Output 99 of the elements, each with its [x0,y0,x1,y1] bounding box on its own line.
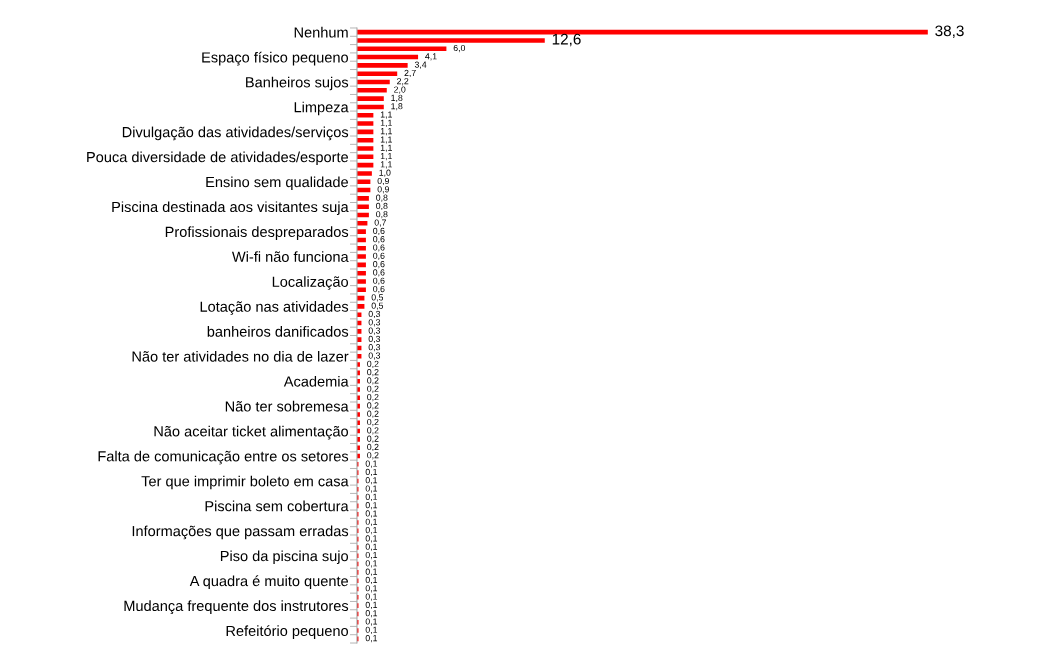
data-label: 0,1 [365,518,378,526]
y-tick-label: Informações que passam erradas [132,525,349,540]
y-tick-label: Ter que imprimir boleto em casa [141,475,349,490]
data-label: 12,6 [552,33,581,47]
y-tick-label: Pouca diversidade de atividades/esporte [87,151,349,166]
y-tick-label: Não aceitar ticket alimentação [154,425,349,440]
data-label: 2,0 [394,86,406,94]
data-label: 0,1 [365,551,378,560]
data-label: 0,1 [365,543,378,551]
y-tick-label: Lotação nas atividades [200,301,349,315]
data-label: 0,1 [365,460,378,468]
data-label: 1,0 [379,169,391,177]
y-tick-label: Limpeza [294,101,349,116]
data-label: 0,2 [367,402,379,410]
data-label: 0,2 [367,393,379,402]
data-label: 0,3 [368,352,381,360]
data-label: 0,3 [368,310,381,319]
data-label: 0,1 [365,560,378,568]
y-tick-label: Banheiros sujos [246,76,349,91]
data-label: 1,1 [380,128,392,136]
data-label: 0,2 [367,435,379,443]
data-label: 0,2 [367,360,379,368]
data-label: 0,1 [365,510,378,518]
y-tick-label: Localização [272,276,349,290]
data-label: 0,1 [365,485,378,493]
data-label: 0,8 [376,202,388,211]
data-label: 0,1 [365,576,378,585]
y-tick-label: Refeitório pequeno [226,625,349,639]
y-tick-label: Wi-fi não funciona [231,251,349,262]
data-label: 0,1 [365,635,378,643]
data-label: 3,4 [414,61,427,69]
y-tick-label: Espaço físico pequeno [202,51,349,66]
data-label: 0,6 [373,285,385,294]
data-label: 0,1 [365,568,378,576]
data-label: 0,1 [365,585,378,593]
y-tick-label: Não ter atividades no dia de lazer [132,350,349,362]
data-label: 0,6 [373,227,385,235]
data-label: 0,3 [368,344,381,352]
data-label: 0,1 [365,601,378,609]
data-label: 0,2 [367,443,379,452]
y-tick-label: banheiros danificados [207,326,349,337]
data-label: 0,2 [367,377,379,385]
data-label: 0,5 [371,302,384,310]
data-label: 0,1 [365,593,378,601]
y-tick-label: Mudança frequente dos instrutores [124,600,349,614]
data-label: 0,2 [367,385,379,393]
data-label: 0,1 [365,618,378,626]
data-label: 0,1 [365,493,378,501]
data-label: 4,1 [425,53,437,61]
data-label: 0,1 [365,477,378,485]
data-label: 0,2 [367,369,379,377]
data-label: 0,6 [373,252,385,260]
data-label: 0,3 [368,319,381,327]
data-label: 1,1 [380,136,392,144]
data-label: 1,1 [380,153,392,161]
data-label: 0,2 [367,427,379,435]
y-tick-label: Piscina sem cobertura [205,500,349,512]
data-label: 0,6 [373,244,385,252]
data-label: 1,1 [380,111,392,119]
y-tick-label: A quadra é muito quente [189,575,348,590]
data-label: 1,1 [380,144,392,152]
data-label: 0,3 [368,335,381,344]
y-tick-label: Não ter sobremesa [225,400,349,412]
y-tick-label: Piso da piscina sujo [220,550,349,565]
data-label: 0,6 [373,277,385,285]
data-label: 0,1 [365,610,378,618]
data-label: 0,6 [373,236,385,244]
data-label: 1,8 [391,94,403,102]
data-label: 0,2 [367,410,379,418]
y-tick-label: Falta de comunicação entre os setores [98,450,349,465]
data-label: 0,1 [365,468,378,477]
data-label: 2,7 [404,69,416,78]
data-label: 6,0 [453,44,466,53]
data-label: 0,6 [373,261,385,269]
data-label: 1,1 [380,119,392,127]
data-label: 0,1 [365,502,378,510]
data-label: 0,2 [367,418,379,427]
data-label: 38,3 [935,25,964,39]
data-label: 1,8 [391,103,403,111]
y-tick-label: Nenhum [294,26,348,38]
data-label: 0,8 [376,194,388,202]
data-label: 0,1 [365,626,378,634]
y-tick-label: Piscina destinada aos visitantes suja [112,201,349,215]
data-label: 0,9 [377,186,389,194]
data-label: 0,5 [371,294,384,302]
data-label: 2,2 [397,78,409,86]
y-tick-label: Divulgação das atividades/serviços [122,126,349,141]
y-tick-label: Profissionais despreparados [165,226,349,240]
data-label: 0,6 [373,269,385,277]
data-label: 0,2 [367,452,379,460]
data-label: 0,1 [365,535,378,543]
data-label: 0,9 [377,177,389,186]
data-label: 0,7 [374,219,386,227]
y-tick-label: Academia [283,375,349,387]
data-label: 0,8 [376,211,388,219]
data-label: 0,1 [365,526,378,535]
data-label: 1,1 [380,161,392,169]
y-tick-label: Ensino sem qualidade [206,176,348,191]
data-label: 0,3 [368,327,381,335]
